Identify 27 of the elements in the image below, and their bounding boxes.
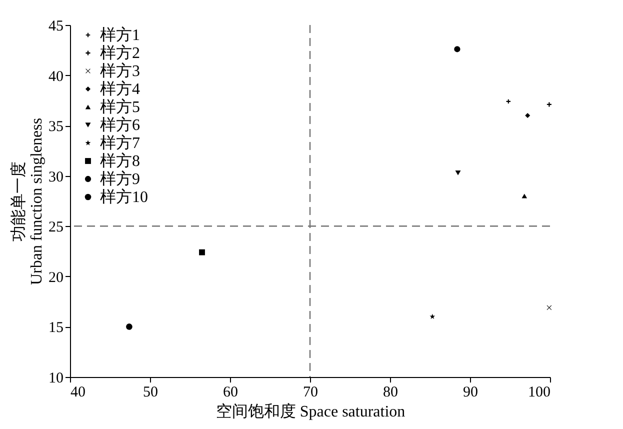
legend-label: 样方3 bbox=[100, 62, 140, 80]
y-tick-label: 15 bbox=[48, 320, 64, 336]
x-tick-label: 90 bbox=[463, 384, 478, 400]
y-tick-label: 10 bbox=[48, 370, 64, 386]
y-tick-label: 25 bbox=[48, 220, 64, 236]
legend-label: 样方1 bbox=[100, 26, 140, 44]
legend-label: 样方4 bbox=[100, 80, 140, 98]
x-tick-label: 50 bbox=[143, 384, 158, 400]
legend-label: 样方2 bbox=[100, 44, 140, 62]
y-axis-title: 功能单一度 Urban function singleness bbox=[10, 118, 46, 286]
y-tick-label: 45 bbox=[48, 18, 64, 34]
legend-label: 样方10 bbox=[100, 188, 148, 206]
legend-label: 样方5 bbox=[100, 98, 140, 116]
x-tick-label: 60 bbox=[223, 384, 238, 400]
y-tick-label: 20 bbox=[48, 270, 64, 286]
y-tick-label: 40 bbox=[48, 68, 64, 85]
y-tick-label: 30 bbox=[48, 169, 64, 186]
legend-label: 样方9 bbox=[100, 170, 140, 188]
x-tick-label: 40 bbox=[70, 384, 86, 400]
legend-label: 样方8 bbox=[100, 152, 140, 170]
x-tick-label: 80 bbox=[383, 384, 398, 400]
x-axis-title: 空间饱和度 Space saturation bbox=[216, 402, 406, 420]
legend-label: 样方7 bbox=[100, 134, 140, 152]
x-tick-label: 100 bbox=[528, 384, 550, 400]
x-tick-label: 70 bbox=[303, 384, 318, 400]
y-tick-label: 35 bbox=[48, 119, 64, 136]
legend-label: 样方6 bbox=[100, 116, 140, 134]
